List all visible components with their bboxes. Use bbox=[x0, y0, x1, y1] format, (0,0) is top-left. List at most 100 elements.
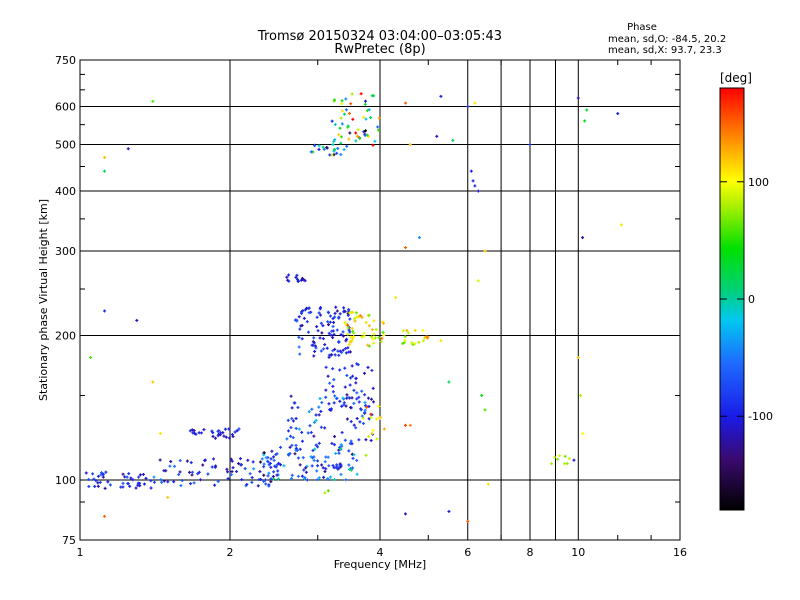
data-point bbox=[131, 478, 135, 482]
data-point bbox=[290, 443, 294, 447]
data-point bbox=[377, 404, 381, 408]
data-point bbox=[616, 112, 620, 116]
data-point bbox=[282, 464, 286, 468]
x-tick-label: 1 bbox=[77, 546, 84, 559]
data-point bbox=[367, 404, 371, 408]
data-point bbox=[335, 328, 339, 332]
data-point bbox=[372, 319, 376, 323]
data-point bbox=[346, 124, 350, 128]
data-point bbox=[328, 320, 332, 324]
data-point bbox=[323, 426, 327, 430]
data-point bbox=[96, 484, 100, 488]
data-point bbox=[408, 423, 412, 427]
data-point bbox=[300, 337, 304, 341]
data-point bbox=[213, 436, 217, 440]
y-tick-label: 200 bbox=[55, 330, 76, 343]
data-point bbox=[303, 476, 307, 480]
data-point bbox=[229, 457, 233, 461]
data-point bbox=[326, 489, 330, 493]
data-point bbox=[331, 390, 335, 394]
data-point bbox=[300, 323, 304, 327]
data-point bbox=[439, 94, 443, 98]
data-point bbox=[192, 429, 196, 433]
data-point bbox=[344, 404, 348, 408]
data-point bbox=[267, 483, 271, 487]
data-point bbox=[344, 97, 348, 101]
data-point bbox=[342, 309, 346, 313]
data-point bbox=[466, 519, 470, 523]
data-point bbox=[367, 324, 371, 328]
data-point bbox=[272, 470, 276, 474]
data-point bbox=[336, 465, 340, 469]
data-point bbox=[101, 475, 105, 479]
data-point bbox=[331, 317, 335, 321]
data-point bbox=[332, 443, 336, 447]
data-point bbox=[149, 486, 153, 490]
data-point bbox=[286, 418, 290, 422]
data-point bbox=[364, 453, 368, 457]
data-point bbox=[346, 332, 350, 336]
data-point bbox=[94, 479, 98, 483]
data-point bbox=[288, 452, 292, 456]
data-point bbox=[216, 479, 220, 483]
data-point bbox=[417, 236, 421, 240]
data-point bbox=[304, 466, 308, 470]
y-tick-label: 75 bbox=[62, 534, 76, 547]
data-point bbox=[226, 470, 230, 474]
data-point bbox=[310, 464, 314, 468]
data-point bbox=[320, 331, 324, 335]
data-point bbox=[360, 389, 364, 393]
data-point bbox=[358, 136, 362, 140]
data-point bbox=[260, 457, 264, 461]
data-point bbox=[365, 109, 369, 113]
data-point bbox=[340, 109, 344, 113]
data-point bbox=[295, 277, 299, 281]
data-point bbox=[359, 408, 363, 412]
data-point bbox=[364, 438, 368, 442]
data-point bbox=[295, 319, 299, 323]
data-point bbox=[258, 470, 262, 474]
data-point bbox=[364, 321, 368, 325]
data-point bbox=[312, 455, 316, 459]
data-point bbox=[286, 429, 290, 433]
data-point bbox=[353, 317, 357, 321]
chart-subtitle: RwPretec (8p) bbox=[334, 42, 425, 57]
data-point bbox=[355, 315, 359, 319]
data-point bbox=[321, 145, 325, 149]
data-point bbox=[619, 223, 623, 227]
data-point bbox=[345, 337, 349, 341]
data-point bbox=[349, 335, 353, 339]
data-point bbox=[126, 147, 130, 151]
data-point bbox=[137, 475, 141, 479]
y-tick-label: 400 bbox=[55, 185, 76, 198]
data-point bbox=[331, 384, 335, 388]
data-point bbox=[394, 296, 398, 300]
data-point bbox=[297, 335, 301, 339]
data-point bbox=[233, 430, 237, 434]
data-point bbox=[355, 472, 359, 476]
data-point bbox=[229, 473, 233, 477]
data-point bbox=[403, 512, 407, 516]
data-point bbox=[362, 331, 366, 335]
data-point bbox=[403, 335, 407, 339]
data-point bbox=[483, 249, 487, 253]
data-point bbox=[331, 324, 335, 328]
data-point bbox=[329, 475, 333, 479]
data-point bbox=[346, 326, 350, 330]
data-point bbox=[313, 420, 317, 424]
data-point bbox=[310, 407, 314, 411]
data-point bbox=[330, 119, 334, 123]
data-point bbox=[319, 425, 323, 429]
data-point bbox=[92, 477, 96, 481]
y-tick-label: 500 bbox=[55, 139, 76, 152]
data-point bbox=[326, 374, 330, 378]
data-point bbox=[250, 480, 254, 484]
data-point bbox=[339, 333, 343, 337]
data-point bbox=[341, 334, 345, 338]
data-point bbox=[406, 331, 410, 335]
data-point bbox=[333, 347, 337, 351]
data-point bbox=[91, 472, 95, 476]
data-point bbox=[262, 453, 266, 457]
data-point bbox=[348, 131, 352, 135]
data-point bbox=[320, 463, 324, 467]
